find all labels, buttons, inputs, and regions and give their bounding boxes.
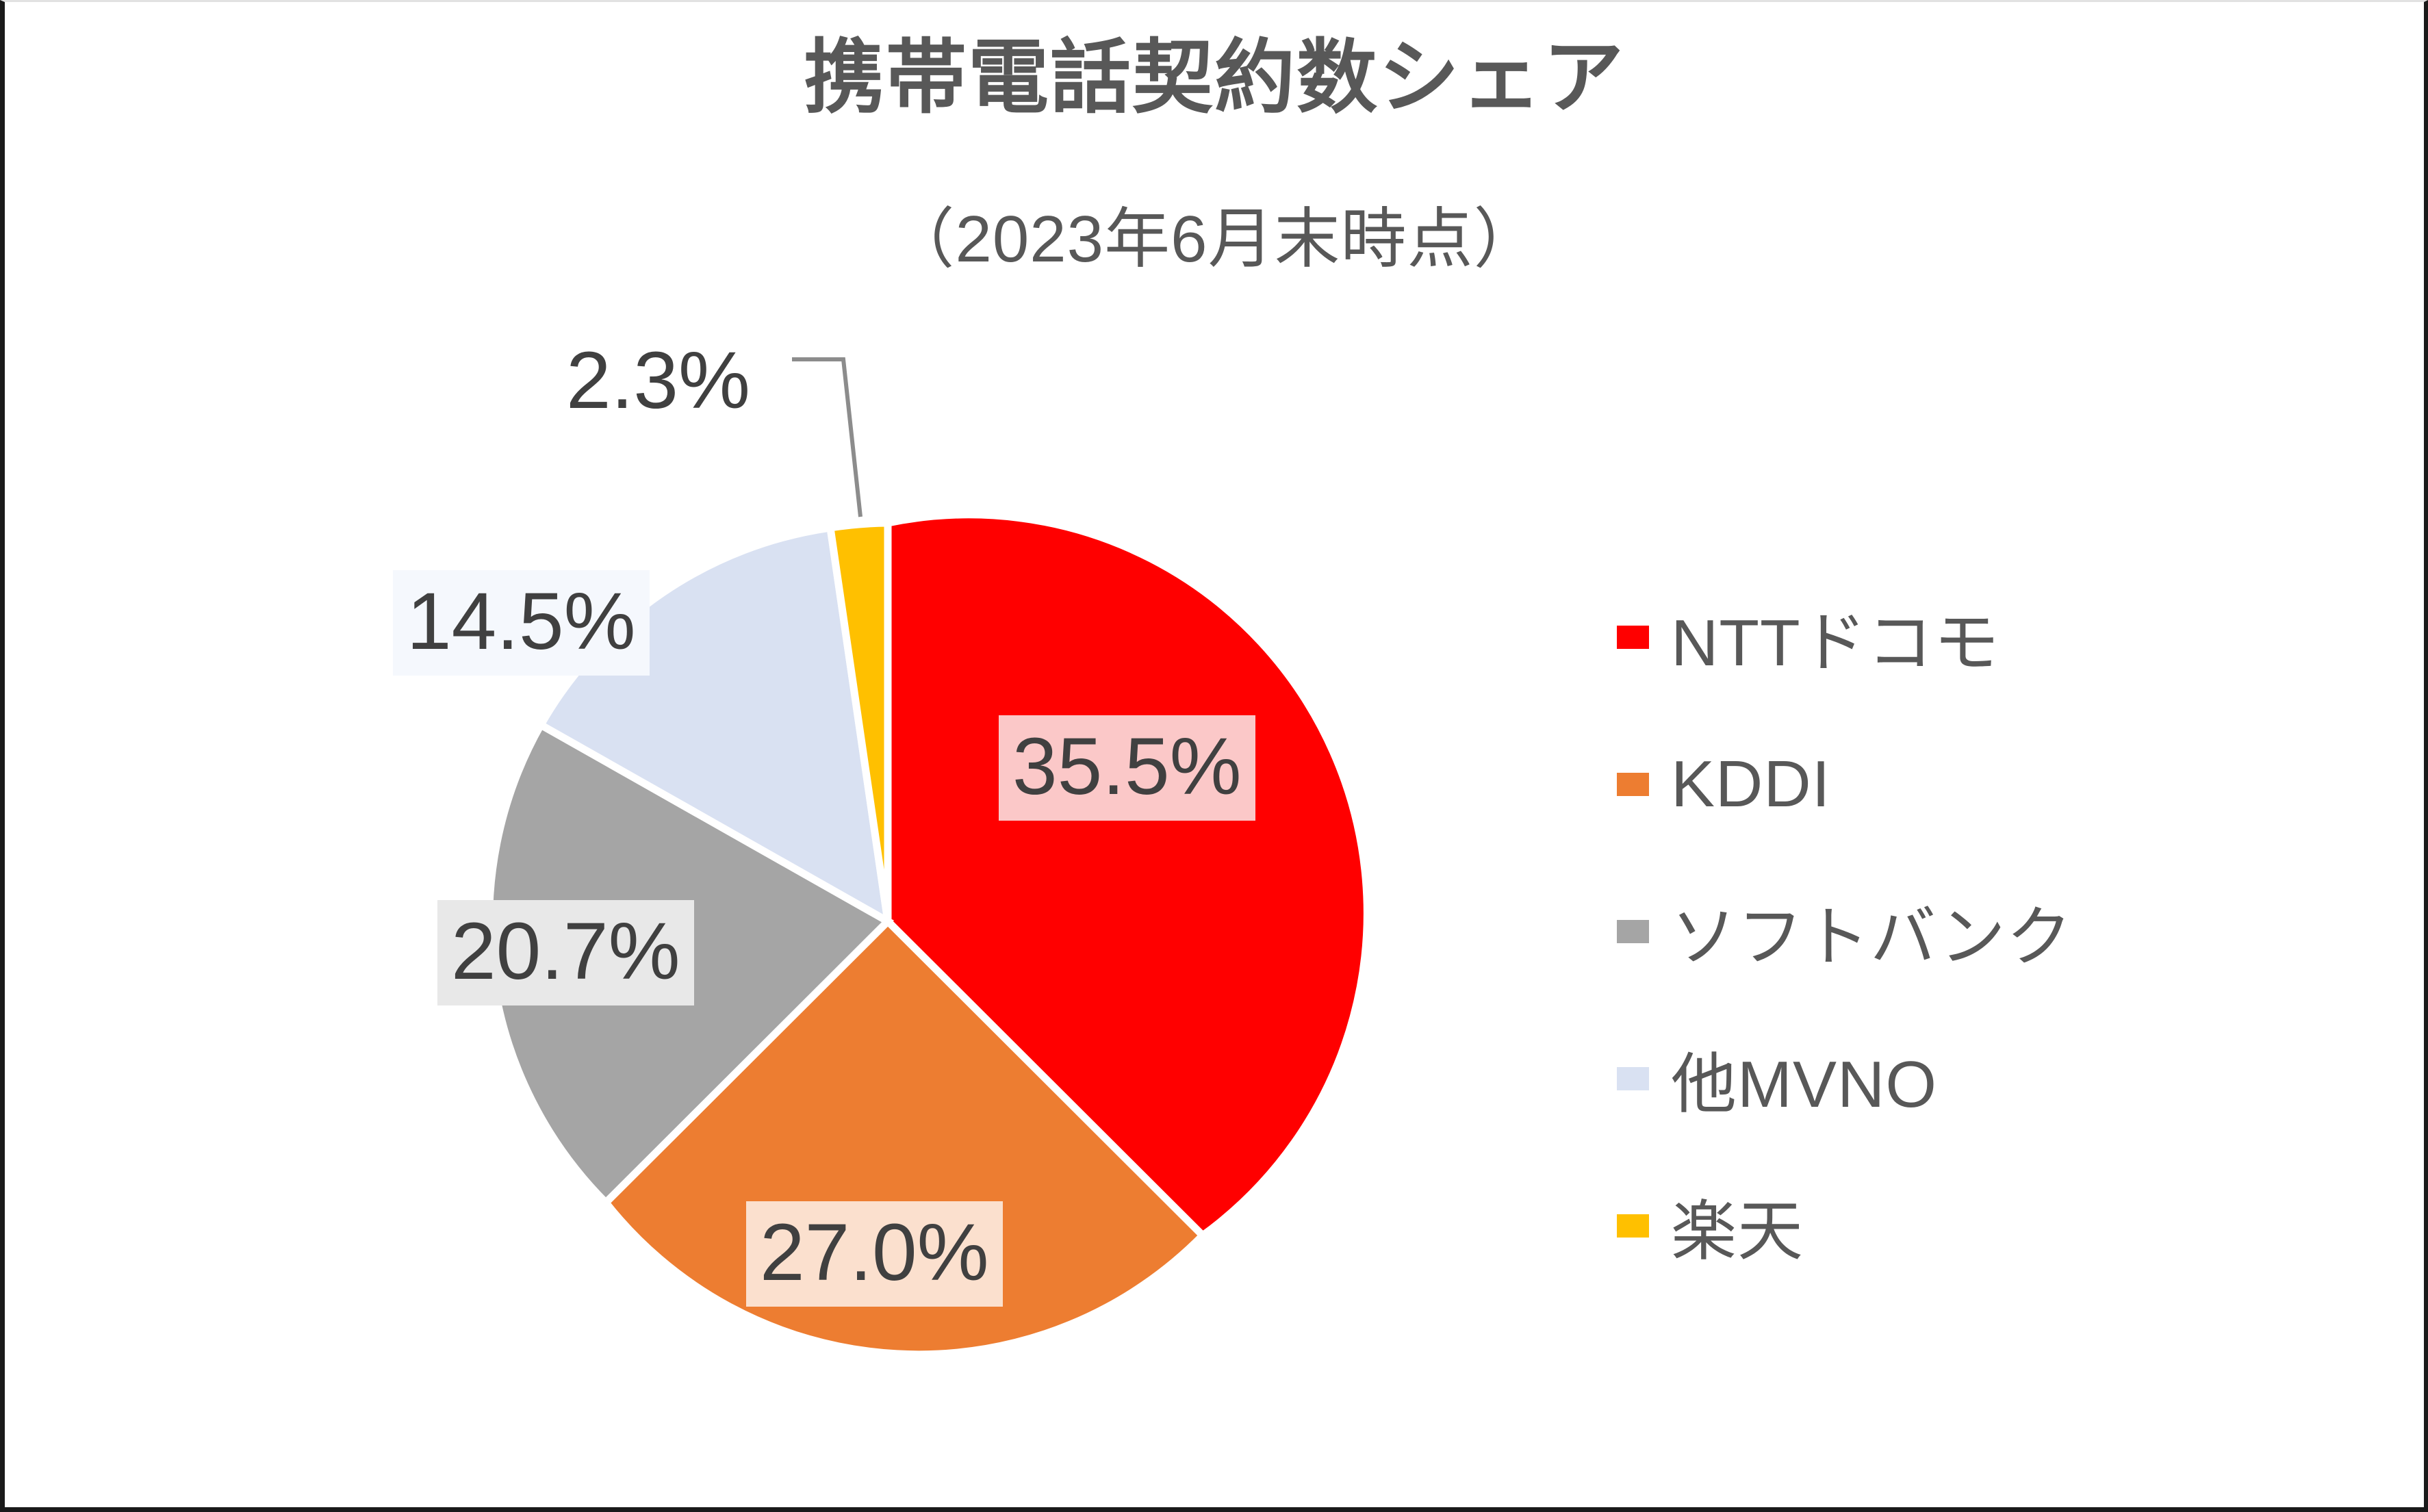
legend-item-softbank[interactable]: ソフトバンク bbox=[1617, 858, 2370, 1005]
legend-item-other-mvno[interactable]: 他MVNO bbox=[1617, 1005, 2370, 1152]
legend-item-rakuten[interactable]: 楽天 bbox=[1617, 1152, 2370, 1299]
legend-swatch-icon bbox=[1617, 625, 1649, 649]
legend-label: ソフトバンク bbox=[1671, 901, 2073, 974]
data-label-rakuten: 2.3% bbox=[566, 335, 750, 426]
chart-legend: NTTドコモ KDDI ソフトバンク 他MVNO 楽天 bbox=[1617, 563, 2370, 1299]
legend-swatch-icon bbox=[1617, 772, 1649, 796]
pie-slice-ntt-docomo[interactable] bbox=[884, 511, 1371, 1241]
legend-swatch-icon bbox=[1617, 1214, 1649, 1238]
legend-swatch-icon bbox=[1617, 919, 1649, 943]
pie-chart-area: 35.5% 27.0% 20.7% 14.5% 2.3% bbox=[5, 2, 2424, 1505]
legend-label: 楽天 bbox=[1671, 1195, 1804, 1268]
chart-subtitle: （2023年6月末時点） bbox=[889, 203, 1540, 276]
legend-label: NTTドコモ bbox=[1671, 606, 2000, 680]
legend-item-kddi[interactable]: KDDI bbox=[1617, 710, 2370, 858]
chart-title: 携帯電話契約数シェア bbox=[803, 33, 1625, 123]
pie-slice-rakuten[interactable] bbox=[826, 519, 892, 922]
data-label-kddi: 27.0% bbox=[746, 1201, 1003, 1307]
legend-label: KDDI bbox=[1671, 747, 1831, 821]
data-label-ntt-docomo: 35.5% bbox=[999, 715, 1255, 821]
data-label-softbank: 20.7% bbox=[437, 900, 694, 1005]
legend-item-ntt-docomo[interactable]: NTTドコモ bbox=[1617, 563, 2370, 710]
legend-swatch-icon bbox=[1617, 1066, 1649, 1090]
legend-label: 他MVNO bbox=[1671, 1048, 1937, 1121]
data-label-other-mvno: 14.5% bbox=[393, 570, 650, 676]
leader-line-rakuten bbox=[792, 357, 862, 517]
